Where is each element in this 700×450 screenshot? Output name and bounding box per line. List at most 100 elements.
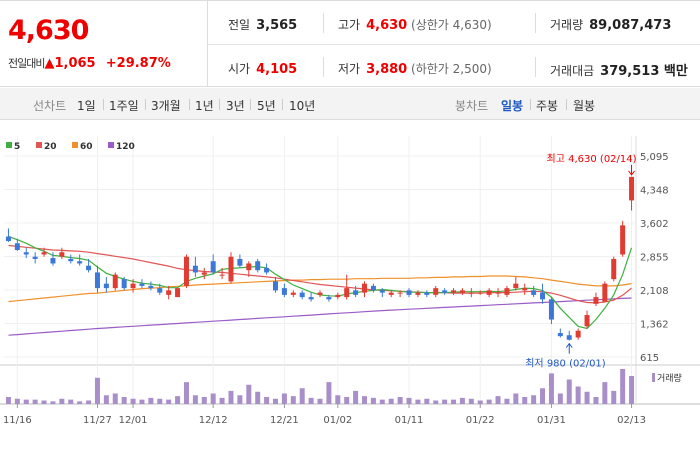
candle-body — [397, 292, 403, 294]
change-value: 1,065 — [54, 56, 96, 71]
ma120-line — [8, 297, 632, 336]
price-box: 4,630 전일대비▲1,065 +29.87% — [0, 1, 208, 87]
low-value: 3,880 — [366, 62, 408, 77]
volume-bar — [68, 399, 74, 404]
volume-bar — [112, 393, 118, 404]
period-5y[interactable]: 5년 — [257, 99, 276, 113]
candle-body — [148, 285, 154, 289]
low-price: 저가 3,880 (하한가 2,500) — [338, 60, 492, 77]
y-tick-label: 615 — [640, 353, 659, 364]
volume-bar — [14, 398, 20, 404]
candle-weekly[interactable]: 주봉 — [536, 99, 559, 113]
legend-swatch — [36, 142, 42, 148]
volume-bar — [459, 397, 465, 404]
volume-bar — [495, 396, 501, 404]
legend-swatch — [108, 142, 114, 148]
volume-bar — [335, 395, 341, 404]
stat-divider — [323, 13, 324, 33]
volume-bar — [548, 373, 554, 404]
candle-body — [433, 288, 439, 295]
candle-body — [424, 292, 430, 295]
volume-bar — [219, 397, 225, 404]
candle-body — [602, 283, 608, 302]
candle-body — [362, 283, 368, 293]
volume-bar — [531, 395, 537, 404]
volume-bar — [566, 379, 572, 404]
volume-bar — [486, 399, 492, 404]
volume-bar — [281, 393, 287, 404]
candle-body — [335, 294, 341, 298]
toolbar-separator — [145, 99, 146, 110]
volume-bar — [148, 397, 154, 404]
y-tick-label: 3,602 — [640, 219, 669, 230]
candles — [5, 176, 635, 341]
volume-bar — [317, 398, 323, 404]
candle-body — [77, 261, 83, 264]
volume-bar — [255, 391, 261, 404]
volume-bar — [326, 382, 332, 404]
y-tick-label: 5,095 — [640, 152, 669, 163]
period-1w[interactable]: 1주일 — [109, 99, 139, 113]
trade-amount: 거래대금 379,513 백만 — [550, 60, 688, 79]
candle-body — [379, 290, 385, 293]
stat-divider — [208, 44, 700, 45]
volume-bar — [575, 386, 581, 404]
candle-body — [459, 290, 465, 293]
lower-limit: (하한가 2,500) — [411, 62, 492, 76]
candle-body — [548, 299, 554, 320]
prev-close-value: 3,565 — [256, 18, 298, 33]
period-1d[interactable]: 1일 — [77, 99, 96, 113]
candle-body — [246, 263, 252, 271]
volume-bar — [522, 397, 528, 404]
line-chart-label: 선차트 — [33, 99, 67, 113]
price-chart: 5 20 60 120 5,095 4,348 3,602 2,855 2,108 1,362 6… — [0, 136, 700, 426]
volume-value: 89,087,473 — [589, 18, 672, 33]
candle-body — [504, 288, 510, 295]
volume-bar — [210, 393, 216, 404]
x-axis: 11/16 11/27 12/01 12/12 12/21 01/02 01/11 01/22… — [3, 404, 646, 426]
candle-body — [23, 252, 29, 255]
volume-bar — [5, 397, 11, 404]
volume-bar — [379, 399, 385, 404]
volume-bar — [183, 382, 189, 404]
candle-body — [442, 290, 448, 293]
candle-body — [228, 256, 234, 282]
candle-body — [210, 261, 216, 273]
legend-swatch — [72, 142, 78, 148]
candle-monthly[interactable]: 월봉 — [573, 99, 596, 113]
period-1y[interactable]: 1년 — [195, 99, 214, 113]
volume-bar — [201, 397, 207, 404]
candle-body — [344, 288, 350, 298]
volume-bar — [77, 401, 83, 404]
period-3y[interactable]: 3년 — [226, 99, 245, 113]
legend-label: 60 — [80, 142, 93, 152]
upper-limit: (상한가 4,630) — [411, 18, 492, 32]
volume-bar — [344, 397, 350, 404]
volume-bar — [192, 395, 198, 404]
volume-bar — [424, 398, 430, 404]
volume-bars: 거래량 — [5, 369, 682, 404]
y-tick-label: 2,108 — [640, 286, 669, 297]
x-tick-label: 12/01 — [119, 415, 148, 426]
volume-bar — [415, 399, 421, 404]
stat-divider — [535, 13, 536, 33]
candle-body — [121, 279, 127, 289]
period-10y[interactable]: 10년 — [289, 99, 316, 113]
volume-bar — [59, 398, 65, 404]
period-3m[interactable]: 3개월 — [151, 99, 181, 113]
candle-chart-label: 봉차트 — [455, 99, 489, 113]
min-arrow-head — [565, 342, 573, 348]
volume-bar — [130, 398, 136, 404]
amount-value: 379,513 백만 — [600, 64, 688, 79]
candle-body — [192, 265, 198, 273]
candle-daily[interactable]: 일봉 — [501, 99, 524, 113]
x-tick-label: 01/02 — [323, 415, 352, 426]
volume-label: 거래량 — [550, 18, 584, 32]
volume-bar — [513, 393, 519, 404]
open-price: 시가 4,105 — [228, 60, 297, 77]
candle-body — [175, 288, 181, 298]
max-annotation: 최고 4,630 (02/14) — [547, 153, 637, 165]
volume-bar — [237, 395, 243, 404]
open-label: 시가 — [228, 62, 251, 76]
volume-bar — [370, 397, 376, 404]
